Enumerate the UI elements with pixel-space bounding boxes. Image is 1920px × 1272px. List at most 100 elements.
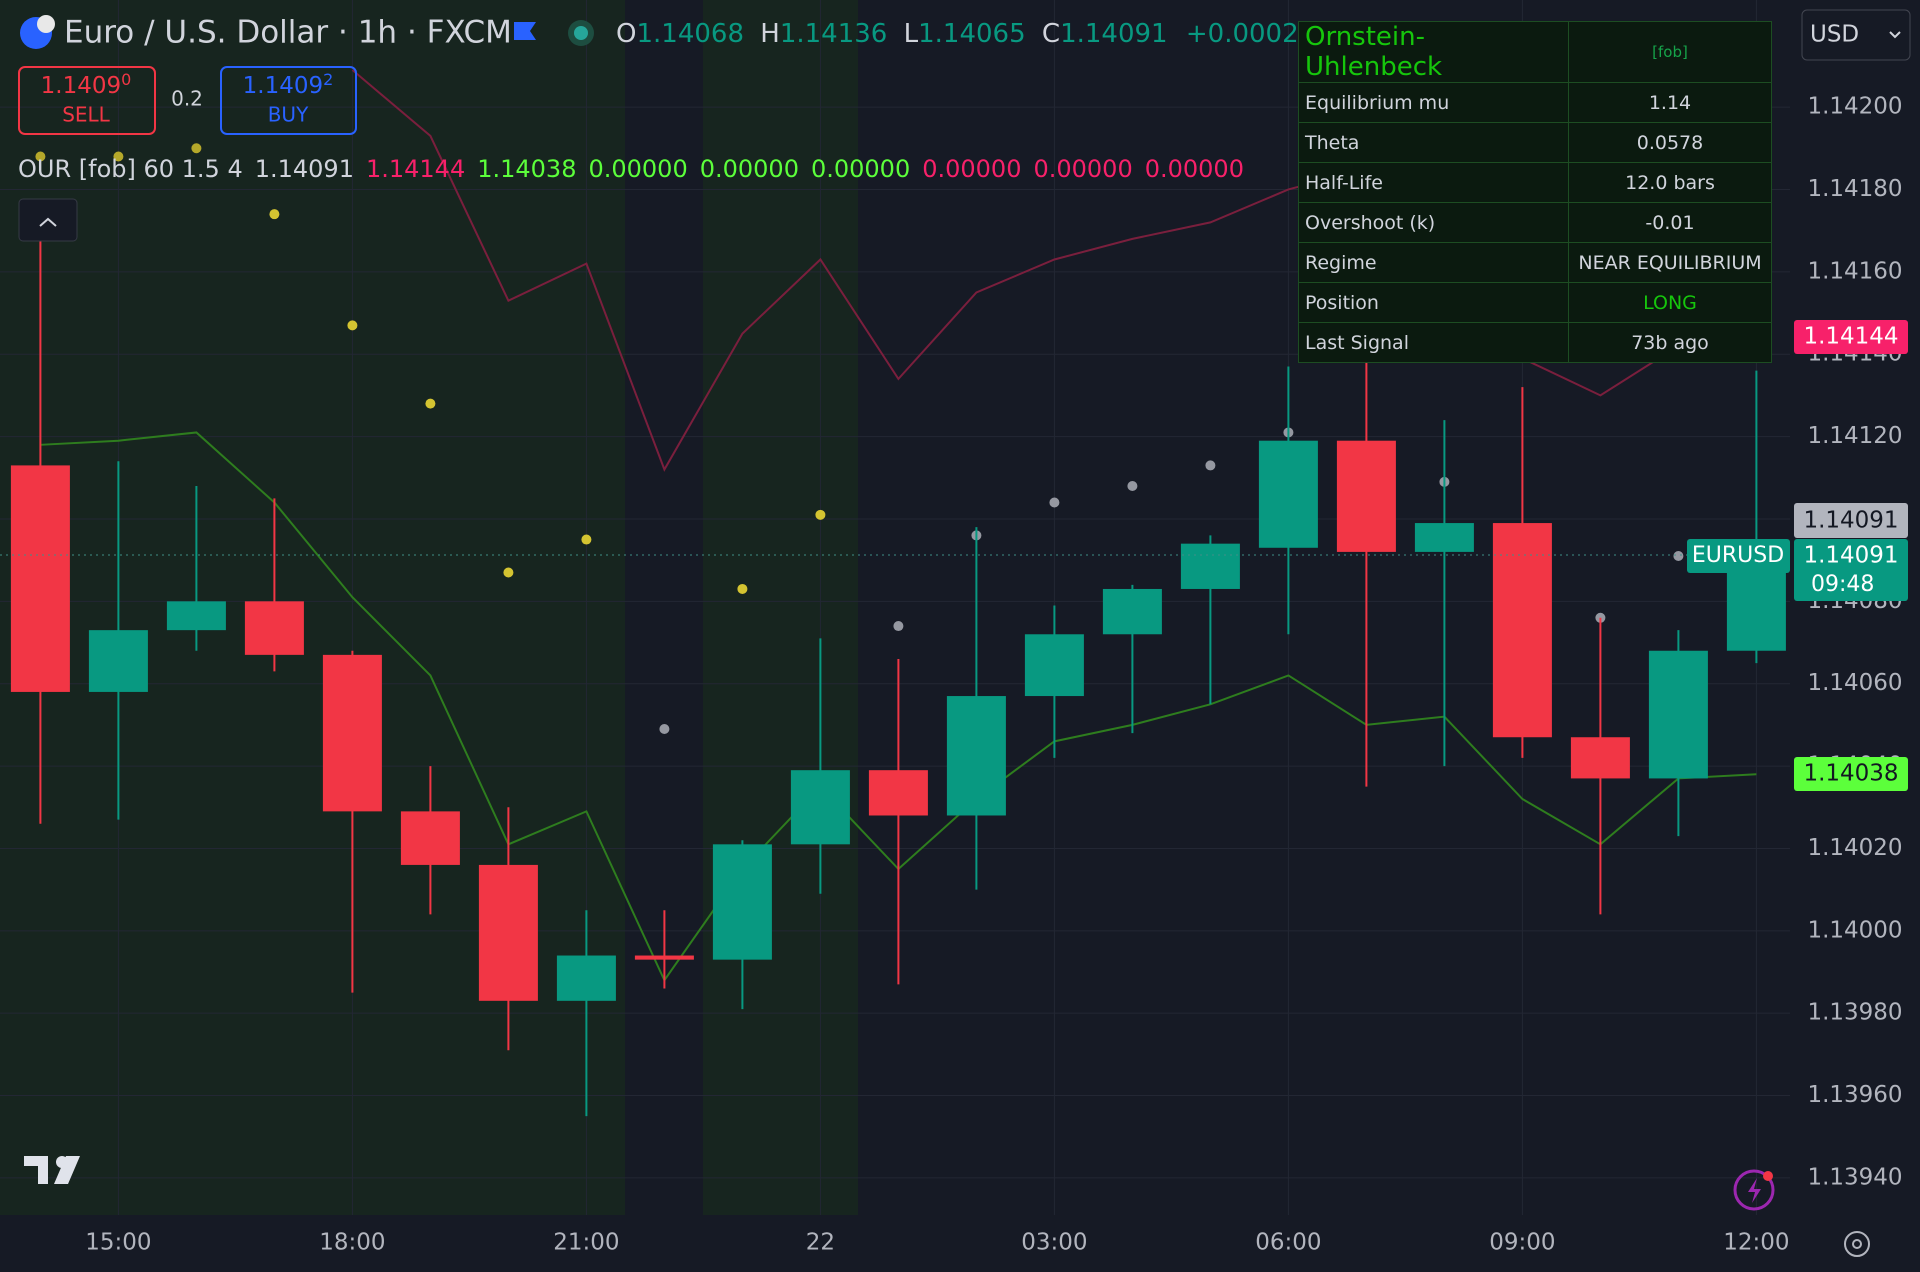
symbol-label: EURUSD (1692, 543, 1784, 568)
table-label: Half-Life (1298, 162, 1569, 203)
candle-body (868, 770, 928, 816)
ou-table: Ornstein-Uhlenbeck [fob] Equilibrium mu 1.… (1298, 21, 1772, 363)
plot (0, 0, 1790, 1215)
buy-button[interactable] (220, 66, 357, 135)
indicator-value: 1.14091 (255, 155, 354, 183)
table-row: Last Signal 73b ago (1298, 322, 1772, 363)
signal-dot (503, 567, 514, 578)
x-tick-label: 06:00 (1255, 1230, 1321, 1256)
buy-price: 1.14092 (243, 70, 334, 99)
price-label-upper (1794, 320, 1908, 354)
y-tick-label: 1.13960 (1807, 1082, 1902, 1108)
signal-dot (815, 509, 826, 520)
table-value: -0.01 (1568, 202, 1772, 243)
candle-body (1414, 523, 1474, 552)
signal-dot (581, 534, 592, 545)
table-row: Equilibrium mu 1.14 (1298, 82, 1772, 123)
y-tick-label: 1.14160 (1807, 258, 1902, 284)
sell-sup: 0 (121, 70, 131, 89)
candle-body (1180, 543, 1240, 589)
x-tick-label: 21:00 (553, 1230, 619, 1256)
y-tick-label: 1.13980 (1807, 1000, 1902, 1026)
indicator-value: 0.00000 (588, 155, 687, 183)
collapse-icon (39, 217, 57, 227)
table-label: Theta (1298, 122, 1569, 163)
ohlc-value: 1.14091 (1060, 19, 1168, 49)
table-title: Ornstein-Uhlenbeck (1298, 21, 1569, 83)
signal-dot (269, 209, 280, 220)
buy-price: 1.1409 (243, 73, 323, 99)
status (574, 26, 588, 40)
ohlc-value: 1.14136 (780, 19, 888, 49)
session-shade (0, 0, 625, 1215)
sell-label: SELL (62, 103, 110, 127)
ohlc-label: H (760, 19, 780, 49)
indicator-legend: OUR [fob] 60 1.5 4 1.14091 1.14144 1.14038 0… (18, 155, 1244, 183)
table-row: Regime NEAR EQUILIBRIUM (1298, 242, 1772, 283)
indicator-value: 0.00000 (1033, 155, 1132, 183)
ohlc-value: 1.14068 (636, 19, 744, 49)
candle-body (712, 844, 772, 960)
ohlc-value: 1.14065 (918, 19, 1026, 49)
price-axis (1790, 0, 1920, 1272)
indicator-value: 0.00000 (700, 155, 799, 183)
candle-body (10, 465, 70, 692)
indicator-value: 0.00000 (1145, 155, 1244, 183)
indicator-value: 1.14038 (477, 155, 576, 183)
alert-icon (1748, 1178, 1761, 1203)
sell-button[interactable] (18, 66, 156, 135)
x-tick-label: 09:00 (1489, 1230, 1555, 1256)
signal-dot (1049, 497, 1060, 508)
x-tick-label: 18:00 (319, 1230, 385, 1256)
candle-body (556, 955, 616, 1001)
candle-body (1258, 440, 1318, 548)
candle-body (166, 601, 226, 631)
sell-price: 1.1409 (41, 73, 121, 99)
buy-label: BUY (268, 103, 309, 127)
price-label-close: 1.14091 (1803, 543, 1898, 569)
table-value: 12.0 bars (1568, 162, 1772, 203)
y-tick-label: 1.13940 (1807, 1164, 1902, 1190)
table-row: Position LONG (1298, 282, 1772, 323)
candle-body (946, 696, 1006, 816)
table-value: 73b ago (1568, 322, 1772, 363)
countdown: 09:48 (1811, 572, 1874, 597)
indicator-value: 1.14144 (366, 155, 465, 183)
alert-icon[interactable] (1733, 1169, 1775, 1211)
settings-icon (1852, 1239, 1862, 1249)
table-label: Position (1298, 282, 1569, 323)
indicator-value: 0.00000 (811, 155, 910, 183)
table-label: Overshoot (k) (1298, 202, 1569, 243)
signal-dot (1673, 551, 1684, 562)
settings-icon[interactable] (1844, 1231, 1870, 1257)
candle-body (1570, 737, 1630, 779)
y-tick-label: 1.14000 (1807, 917, 1902, 943)
flag (514, 22, 536, 40)
currency-button[interactable] (1801, 9, 1911, 61)
price-label-upper: 1.14144 (1803, 324, 1898, 350)
signal-dot (737, 583, 748, 594)
table-label: Regime (1298, 242, 1569, 283)
candle-body (1102, 588, 1162, 635)
symbol-icon (37, 15, 55, 33)
price-label-lower (1794, 757, 1908, 791)
x-tick-label: 03:00 (1021, 1230, 1087, 1256)
candle-body (244, 601, 304, 655)
table-value: 1.14 (1568, 82, 1772, 123)
logo (56, 1156, 68, 1168)
y-tick-label: 1.14180 (1807, 176, 1902, 202)
candle-body (1492, 523, 1552, 738)
dropdown-icon (1889, 31, 1901, 39)
table-row: Overshoot (k) -0.01 (1298, 202, 1772, 243)
indicator-name: OUR [fob] 60 1.5 4 (18, 155, 243, 183)
session-shade (703, 0, 858, 1215)
ohlc-label: L (904, 19, 919, 49)
symbol-label (1687, 539, 1790, 573)
candle-body (1648, 650, 1708, 779)
signal-dot (425, 398, 436, 409)
price-label-close (1794, 539, 1908, 601)
x-tick-label: 12:00 (1723, 1230, 1789, 1256)
candle-body (1336, 440, 1396, 552)
